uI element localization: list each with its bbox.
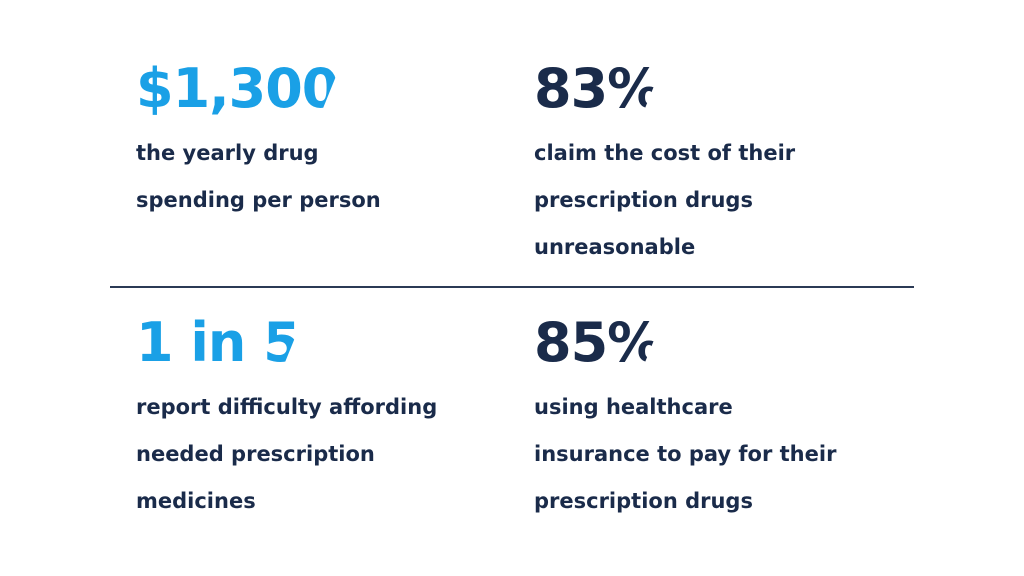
stat-value-text: $1,300 xyxy=(136,57,339,120)
stat-yearly-spending: $1,300 the yearly drug spending per pers… xyxy=(136,58,381,224)
stat-description-line: report difficulty affording xyxy=(136,395,438,419)
stat-value-text: 1 in 5 xyxy=(136,311,301,374)
stat-description: claim the cost of their prescription dru… xyxy=(534,130,795,271)
stat-value: $1,300 xyxy=(136,58,370,124)
stat-value-text: 83% xyxy=(534,57,661,120)
stat-description-line: insurance to pay for their xyxy=(534,442,837,466)
stat-value: 1 in 5 xyxy=(136,312,332,378)
stat-description-line: unreasonable xyxy=(534,235,696,259)
stat-description-line: prescription drugs xyxy=(534,489,753,513)
stat-description: report difficulty affording needed presc… xyxy=(136,384,437,525)
stat-description-line: medicines xyxy=(136,489,256,513)
stat-description-line: spending per person xyxy=(136,188,381,212)
stat-description-line: claim the cost of their xyxy=(534,141,796,165)
stat-description-line: the yearly drug xyxy=(136,141,319,165)
stat-insurance-usage: 85% using healthcare insurance to pay fo… xyxy=(534,312,836,525)
stat-value-text: 85% xyxy=(534,311,661,374)
stat-description: the yearly drug spending per person xyxy=(136,130,381,224)
stat-value: 83% xyxy=(534,58,692,124)
stat-description-line: prescription drugs xyxy=(534,188,753,212)
stat-affording-difficulty: 1 in 5 report difficulty affording neede… xyxy=(136,312,437,525)
stat-description: using healthcare insurance to pay for th… xyxy=(534,384,836,525)
stat-cost-unreasonable: 83% claim the cost of their prescription… xyxy=(534,58,795,271)
stat-description-line: needed prescription xyxy=(136,442,375,466)
section-divider xyxy=(110,286,914,288)
stat-value: 85% xyxy=(534,312,692,378)
stat-description-line: using healthcare xyxy=(534,395,733,419)
